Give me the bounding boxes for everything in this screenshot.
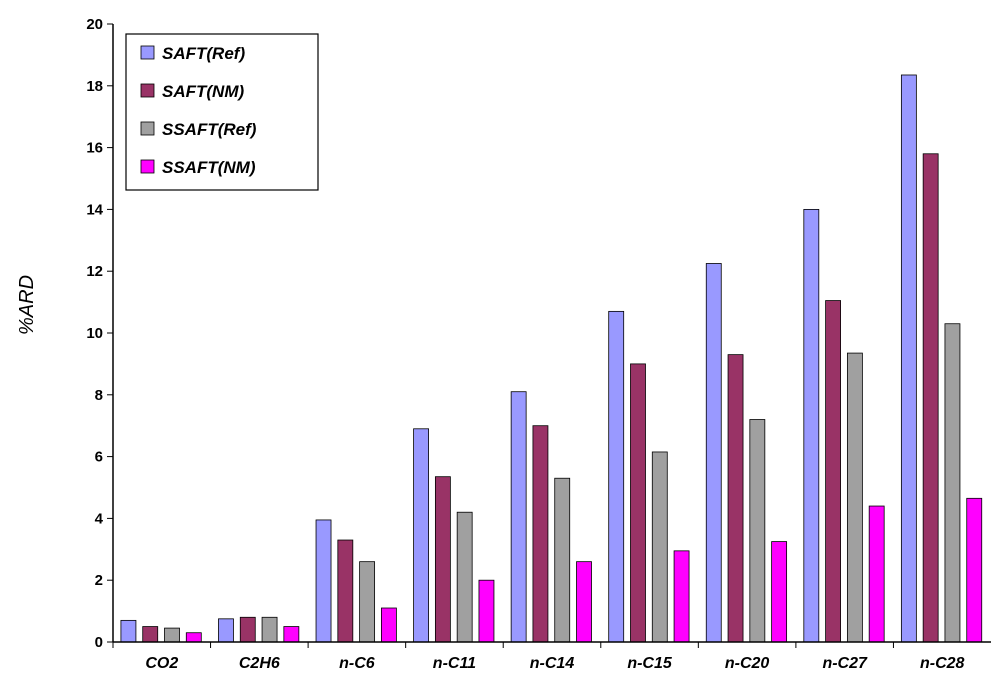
plot-area: 0 2 4 6 8 10 12 14 16 18 20 CO2 C2H6 n-C6 n-C11 n-C14 n-… [86,16,991,672]
x-category-label: CO2 [145,655,178,672]
y-tick-label: 4 [95,510,104,527]
bar-saft-nm-n-c14 [532,425,549,643]
bar-ssaft-ref-c2h6 [261,616,278,643]
bar-ssaft-nm-n-c20 [771,541,788,643]
x-category-label: n-C27 [822,655,868,672]
bar-ssaft-ref-n-c6 [359,561,376,643]
legend-swatch [140,121,155,136]
x-category-label: n-C11 [433,655,476,672]
bar-saft-ref-n-c28 [900,74,917,643]
y-tick-label: 8 [95,387,103,404]
legend-label: SSAFT(NM) [162,158,256,177]
bar-ssaft-ref-n-c15 [651,451,668,643]
legend: SAFT(Ref) SAFT(NM) SSAFT(Ref) SSAFT(NM) [125,33,319,191]
bar-saft-nm-n-c28 [922,153,939,643]
bar-saft-nm-n-c6 [337,539,354,643]
y-tick-label: 0 [95,634,103,651]
bar-ssaft-ref-co2 [164,627,180,643]
y-tick-label: 14 [86,201,103,218]
bar-ssaft-ref-n-c20 [749,419,766,643]
bar-saft-nm-co2 [142,626,159,643]
y-tick-label: 6 [95,449,103,466]
y-tick-label: 20 [86,16,103,33]
bar-ssaft-nm-c2h6 [283,626,300,643]
bar-saft-nm-n-c27 [825,300,842,643]
bar-saft-ref-n-c27 [803,208,820,643]
bar-saft-ref-n-c20 [705,263,722,643]
bar-saft-ref-n-c11 [413,428,429,643]
y-tick-label: 10 [86,325,103,342]
bar-ssaft-ref-n-c27 [846,352,863,643]
bar-saft-ref-c2h6 [218,618,234,643]
bar-saft-ref-co2 [120,619,137,643]
bar-ssaft-nm-n-c28 [966,497,983,643]
legend-box [125,33,319,191]
bar-ssaft-nm-n-c14 [576,561,592,643]
y-axis-label: %ARD [16,275,38,335]
bar-saft-nm-n-c15 [630,363,646,643]
y-tick-label: 12 [86,263,103,280]
bar-saft-nm-c2h6 [239,616,256,643]
bar-saft-nm-n-c20 [727,354,744,643]
legend-label: SAFT(NM) [162,82,244,101]
bar-ssaft-nm-n-c6 [381,607,397,643]
bar-saft-ref-n-c6 [315,519,332,643]
x-category-label: n-C15 [627,655,673,672]
bar-saft-nm-n-c11 [434,476,451,643]
legend-swatch [140,45,155,60]
bar-ssaft-ref-n-c11 [456,511,473,643]
x-category-label: n-C20 [725,655,770,672]
x-category-label: n-C6 [339,655,375,672]
legend-label: SSAFT(Ref) [162,120,257,139]
legend-swatch [140,83,155,98]
y-tick-label: 18 [86,78,103,95]
x-category-label: n-C28 [920,655,965,672]
x-category-label: n-C14 [530,655,575,672]
y-tick-label: 16 [86,140,103,157]
legend-label: SAFT(Ref) [162,44,245,63]
legend-swatch [140,159,155,174]
x-category-label: C2H6 [239,655,280,672]
bar-ssaft-ref-n-c14 [554,477,571,643]
bar-saft-ref-n-c15 [608,310,625,643]
bar-ssaft-nm-co2 [185,632,202,643]
bar-ssaft-nm-n-c27 [868,505,885,643]
bar-ssaft-nm-n-c15 [673,550,690,643]
y-tick-label: 2 [95,572,103,589]
bar-ssaft-ref-n-c28 [944,323,961,643]
bar-ssaft-nm-n-c11 [478,579,495,643]
bar-saft-ref-n-c14 [510,391,527,643]
